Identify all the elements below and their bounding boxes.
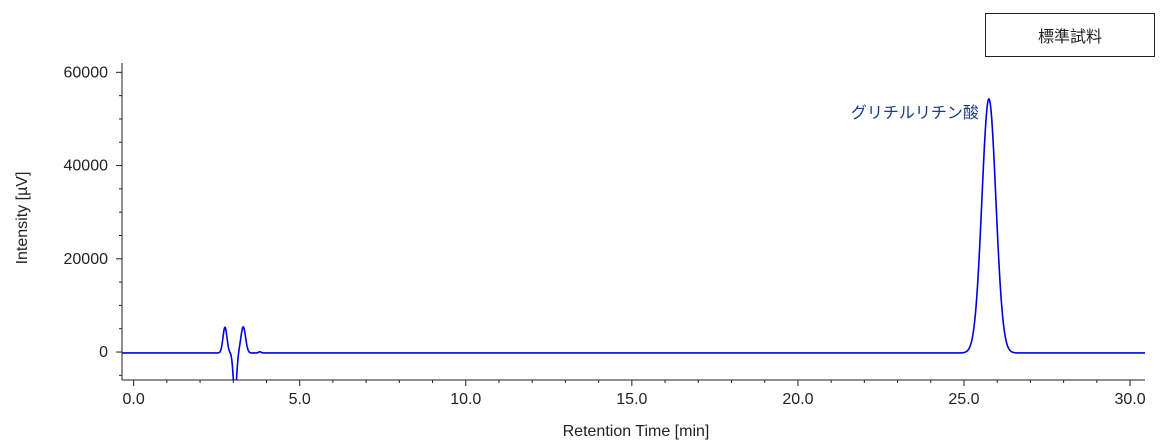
y-axis-title: Intensity [µV]: [14, 172, 31, 265]
chromatogram-trace: [122, 98, 1145, 380]
annotations: グリチルリチン酸: [851, 103, 979, 122]
x-tick-label: 5.0: [289, 391, 311, 408]
y-tick-label: 40000: [64, 158, 109, 175]
axes: [121, 63, 1145, 381]
legend-box: 標準試料: [985, 13, 1155, 57]
x-tick-label: 15.0: [616, 391, 647, 408]
x-tick-label: 25.0: [948, 391, 979, 408]
x-tick-label: 10.0: [450, 391, 481, 408]
x-tick-label: 20.0: [782, 391, 813, 408]
y-tick-label: 20000: [64, 251, 109, 268]
series: [122, 98, 1145, 380]
legend-label: 標準試料: [1037, 27, 1102, 46]
x-tick-label: 0.0: [123, 391, 145, 408]
y-tick-label: 60000: [64, 64, 109, 81]
x-axis-title: Retention Time [min]: [563, 423, 710, 440]
x-tick-label: 30.0: [1114, 391, 1145, 408]
ticks: 0 20000 40000 60000 0.0 5.0 10.0 15.0 20.0 25.0 30…: [64, 64, 1146, 408]
y-tick-label: 0: [99, 344, 108, 361]
peak-label: グリチルリチン酸: [851, 103, 979, 122]
